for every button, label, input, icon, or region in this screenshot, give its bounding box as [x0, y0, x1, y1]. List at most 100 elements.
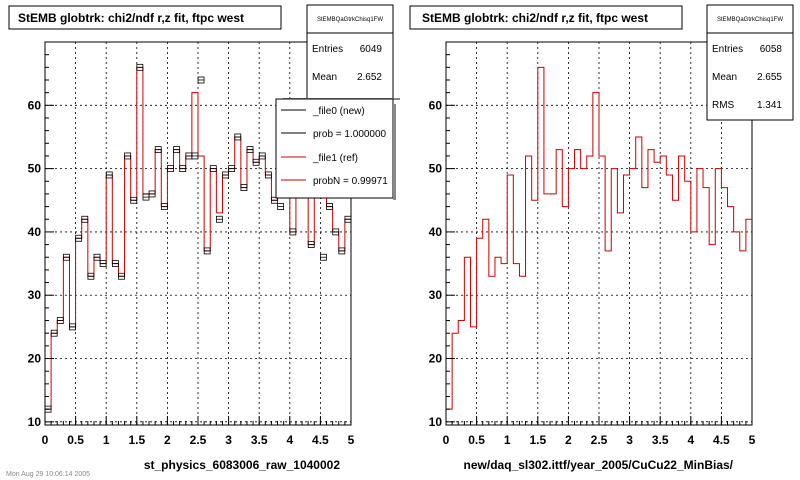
left-y-tick-label: 10: [28, 415, 42, 429]
left-x-axis-label: st_physics_6083006_raw_1040002: [144, 458, 340, 472]
right-title-box: StEMB globtrk: chi2/ndf r,z fit, ftpc we…: [409, 5, 683, 30]
left-title: StEMB globtrk: chi2/ndf r,z fit, ftpc we…: [18, 11, 244, 25]
left-stats-name: StEMBQaGtrkChisq1FW: [317, 17, 383, 23]
left-new-data-marker: [264, 171, 272, 179]
footer-timestamp: Mon Aug 29 10:06:14 2005: [6, 471, 90, 478]
right-x-tick-label: 1.5: [529, 433, 546, 447]
left-y-tick-label: 30: [28, 288, 42, 302]
left-new-data-marker: [69, 323, 76, 331]
left-axes: 0 0.5 1 1.5 2 2.5 3 3.5 4 4.5 5 10 20 30 40 50 60: [28, 54, 355, 447]
left-histogram-pad: 0 0.5 1 1.5 2 2.5 3 3.5 4 4.5 5 10 20 30 40 50 60 StEMB …: [8, 4, 400, 472]
left-new-data-marker: [203, 247, 211, 255]
right-stats-entries-value: 6058: [760, 44, 783, 55]
right-stats-mean-label: Mean: [712, 72, 737, 83]
right-x-tick-label: 3: [626, 433, 633, 447]
right-x-tick-label: 0.5: [468, 433, 485, 447]
right-stats-rms-label: RMS: [712, 100, 735, 111]
left-new-data-marker: [332, 228, 340, 236]
right-axes: 0 0.5 1 1.5 2 2.5 3 3.5 4 4.5 5 10 20 30 40 50 60: [429, 54, 756, 447]
left-x-tick-label: 1: [103, 433, 110, 447]
left-new-data-marker: [240, 184, 248, 192]
right-stats-entries-label: Entries: [712, 44, 743, 55]
left-x-tick-label: 5: [348, 433, 355, 447]
left-x-tick-label: 0.5: [67, 433, 84, 447]
left-y-tick-label: 20: [28, 352, 42, 366]
left-y-tick-label: 40: [28, 225, 42, 239]
left-new-data-marker: [63, 253, 70, 261]
left-y-tick-label: 50: [28, 162, 42, 176]
right-y-tick-label: 60: [429, 98, 443, 112]
left-x-tick-label: 1.5: [128, 433, 145, 447]
left-y-tick-label: 60: [28, 98, 42, 112]
left-title-box: StEMB globtrk: chi2/ndf r,z fit, ftpc we…: [8, 5, 282, 30]
left-new-data-marker: [246, 146, 254, 154]
right-x-tick-label: 5: [749, 433, 756, 447]
right-x-axis-label: new/daq_sl302.ittf/year_2005/CuCu22_MinB…: [464, 458, 734, 472]
left-new-data-marker: [209, 165, 217, 173]
left-x-tick-label: 2.5: [190, 433, 207, 447]
right-plot-area: [446, 66, 752, 410]
left-stats-mean-value: 2.652: [357, 72, 382, 83]
right-ref-histogram-line: [446, 66, 752, 410]
left-new-data-marker: [307, 241, 315, 248]
left-new-data-marker: [160, 203, 168, 210]
right-x-tick-label: 4.5: [713, 433, 730, 447]
right-x-tick-label: 3.5: [652, 433, 669, 447]
legend-label-prob: prob = 1.000000: [313, 129, 387, 140]
left-new-data-marker: [258, 152, 266, 160]
left-new-data-marker: [99, 260, 107, 267]
left-new-data-marker: [50, 329, 58, 337]
left-x-tick-label: 3: [225, 433, 232, 447]
left-x-tick-label: 0: [42, 433, 49, 447]
left-new-data-marker: [136, 63, 144, 71]
left-stats-box: StEMBQaGtrkChisq1FW Entries 6049 Mean 2.…: [306, 4, 394, 101]
left-new-data-marker: [222, 171, 229, 179]
right-x-tick-label: 0: [443, 433, 450, 447]
legend-label-new: _file0 (new): [312, 106, 365, 117]
left-new-data-marker: [173, 146, 180, 154]
right-stats-rms-value: 1.341: [757, 100, 782, 111]
left-new-data-marker: [87, 272, 95, 280]
left-new-data-marker: [81, 215, 89, 223]
left-x-tick-label: 3.5: [251, 433, 268, 447]
left-new-data-marker: [56, 317, 64, 324]
legend-box: _file0 (new) prob = 1.000000 _file1 (ref…: [275, 98, 400, 200]
legend-label-probn: probN = 0.99971: [313, 176, 388, 187]
left-new-data-marker: [252, 158, 260, 166]
right-x-tick-label: 2.5: [591, 433, 608, 447]
left-new-data-marker: [326, 203, 333, 210]
right-x-tick-label: 4: [687, 433, 694, 447]
right-stats-name: StEMBQaGtrkChisq1FW: [717, 17, 783, 23]
left-new-data-marker: [320, 253, 327, 261]
left-new-data-marker: [130, 196, 138, 204]
left-new-data-marker: [124, 152, 132, 160]
left-x-tick-label: 4.5: [312, 433, 329, 447]
left-new-data-marker: [234, 133, 242, 141]
left-new-data-marker: [93, 253, 101, 261]
left-new-data-marker: [118, 272, 125, 280]
left-new-data-marker: [338, 247, 346, 255]
left-stats-entries-value: 6049: [360, 44, 383, 55]
left-new-data-marker: [148, 190, 156, 198]
left-new-data-marker: [75, 234, 83, 242]
left-x-tick-label: 4: [286, 433, 293, 447]
right-stats-box: StEMBQaGtrkChisq1FW Entries 6058 Mean 2.…: [706, 4, 794, 121]
right-y-tick-label: 10: [429, 415, 443, 429]
left-new-data-marker: [228, 165, 236, 173]
left-new-data-marker: [271, 196, 278, 204]
left-new-data-marker: [111, 260, 119, 267]
left-new-data-marker: [167, 165, 174, 173]
legend-label-ref: _file1 (ref): [312, 153, 358, 164]
right-stats-mean-value: 2.655: [757, 72, 782, 83]
right-x-tick-label: 2: [565, 433, 572, 447]
left-stats-mean-label: Mean: [312, 72, 337, 83]
right-y-tick-label: 20: [429, 352, 443, 366]
right-y-tick-label: 50: [429, 162, 443, 176]
left-new-data-marker: [154, 146, 162, 154]
left-new-data-marker: [191, 152, 199, 160]
right-histogram-pad: 0 0.5 1 1.5 2 2.5 3 3.5 4 4.5 5 10 20 30 40 50 60 StEMB …: [409, 4, 794, 472]
left-new-data-marker: [216, 215, 223, 223]
left-stats-entries-label: Entries: [312, 44, 343, 55]
left-new-data-marker: [179, 165, 187, 173]
left-new-data-marker: [277, 203, 285, 210]
